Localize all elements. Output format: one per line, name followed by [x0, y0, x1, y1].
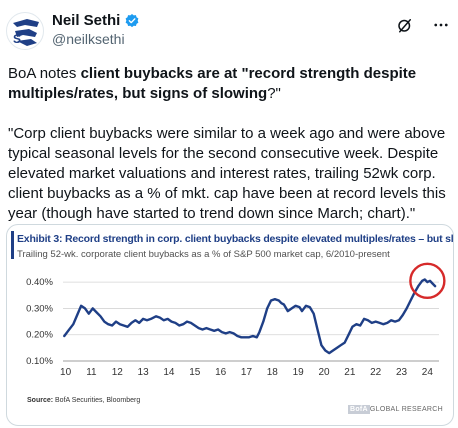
x-tick-label: 20 — [318, 367, 330, 378]
brand-mark: BofA GLOBAL RESEARCH — [347, 405, 443, 414]
title-accent-bar — [11, 231, 14, 259]
y-tick-label: 0.20% — [26, 330, 53, 341]
x-tick-label: 12 — [112, 367, 124, 378]
display-name[interactable]: Neil Sethi — [52, 12, 121, 29]
svg-text:S: S — [13, 32, 21, 46]
x-tick-label: 10 — [60, 367, 72, 378]
highlight-circle — [409, 262, 446, 300]
y-tick-label: 0.40% — [26, 277, 53, 288]
source-text: BofA Securities, Bloomberg — [55, 397, 141, 404]
chart-source: Source: BofA Securities, Bloomberg — [27, 397, 140, 404]
tweet-body: BoA notes client buybacks are at "record… — [8, 64, 450, 244]
slash-circle-icon[interactable] — [396, 16, 414, 34]
x-tick-label: 14 — [163, 367, 175, 378]
intro-post: ?" — [267, 85, 281, 102]
x-tick-label: 23 — [396, 367, 408, 378]
avatar[interactable]: S — [6, 12, 44, 50]
line-chart: 0.10% 0.20% 0.30% 0.40% 10 11 12 13 14 15 16 17 18 19… — [26, 262, 446, 378]
tweet-header: S Neil Sethi @neilksethi — [0, 0, 458, 62]
x-tick-label: 19 — [293, 367, 305, 378]
brand-rest: GLOBAL RESEARCH — [369, 406, 443, 413]
x-tick-label: 13 — [138, 367, 150, 378]
y-tick-label: 0.10% — [26, 356, 53, 367]
logo-icon: S — [13, 19, 39, 46]
x-tick-label: 15 — [189, 367, 201, 378]
chart-subtitle: Trailing 52-wk. corporate client buyback… — [17, 249, 390, 260]
series-line — [63, 278, 437, 355]
tweet-intro: BoA notes client buybacks are at "record… — [8, 64, 450, 104]
x-tick-label: 18 — [267, 367, 279, 378]
y-tick-label: 0.30% — [26, 303, 53, 314]
chart-image[interactable]: Exhibit 3: Record strength in corp. clie… — [6, 224, 454, 426]
x-tick-label: 17 — [241, 367, 253, 378]
brand-bofa: BofA — [347, 405, 370, 414]
source-label: Source: — [27, 397, 54, 404]
x-tick-label: 22 — [370, 367, 382, 378]
x-tick-label: 11 — [86, 367, 97, 378]
verified-badge-icon — [125, 13, 139, 27]
intro-pre: BoA notes — [8, 65, 81, 82]
intro-bold: client buybacks are at "record strength … — [8, 65, 417, 102]
user-handle[interactable]: @neilksethi — [52, 31, 125, 47]
more-dots-icon[interactable] — [432, 16, 450, 34]
x-tick-label: 24 — [422, 367, 434, 378]
chart-title: Exhibit 3: Record strength in corp. clie… — [17, 233, 454, 245]
x-tick-label: 16 — [215, 367, 227, 378]
tweet-quote: "Corp client buybacks were similar to a … — [8, 125, 446, 222]
x-tick-label: 21 — [344, 367, 356, 378]
